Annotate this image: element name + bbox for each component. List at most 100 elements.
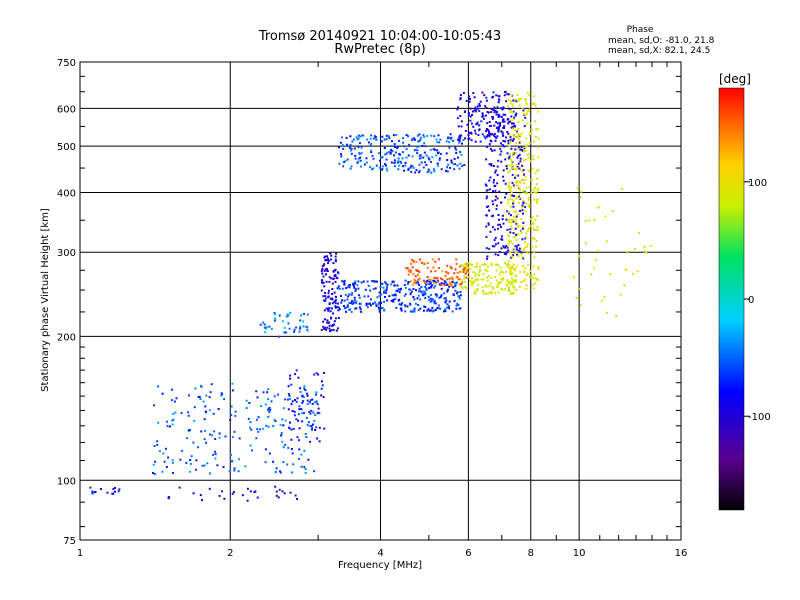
- echo-point: [513, 151, 516, 154]
- echo-point: [507, 260, 510, 263]
- echo-point: [534, 136, 537, 138]
- colorbar-gradient: [718, 87, 745, 511]
- echo-point: [500, 278, 503, 281]
- echo-point: [454, 163, 456, 166]
- echo-point: [321, 279, 324, 282]
- echo-point: [327, 307, 330, 310]
- echo-point: [449, 166, 451, 169]
- echo-point: [346, 305, 349, 308]
- echo-point: [436, 149, 439, 152]
- echo-point: [433, 135, 436, 138]
- echo-point: [428, 299, 431, 302]
- echo-point: [171, 399, 173, 402]
- echo-point: [332, 277, 335, 280]
- echo-point: [378, 291, 381, 294]
- echo-point: [518, 247, 521, 250]
- echo-point: [486, 134, 489, 137]
- echo-point: [474, 265, 477, 268]
- echo-point: [513, 135, 516, 138]
- echo-point: [537, 137, 540, 140]
- echo-point: [522, 201, 525, 204]
- echo-point: [515, 279, 518, 282]
- echo-point: [290, 403, 293, 406]
- echo-point: [604, 215, 607, 218]
- echo-point: [466, 123, 469, 126]
- echo-point: [502, 271, 505, 274]
- echo-point: [267, 425, 270, 428]
- echo-point: [490, 111, 493, 113]
- echo-point: [304, 468, 307, 471]
- echo-point: [407, 154, 410, 157]
- echo-point: [295, 418, 298, 421]
- echo-point: [289, 491, 292, 494]
- echo-point: [505, 100, 508, 103]
- echo-point: [512, 153, 515, 156]
- echo-point: [210, 383, 213, 386]
- echo-point: [307, 421, 310, 424]
- echo-point: [351, 291, 354, 294]
- echo-point: [452, 286, 455, 289]
- echo-point: [502, 245, 505, 248]
- echo-point: [388, 295, 391, 298]
- echo-point: [470, 122, 473, 125]
- echo-point: [359, 159, 362, 162]
- echo-point: [385, 152, 388, 155]
- echo-point: [231, 460, 234, 463]
- echo-point: [331, 302, 334, 305]
- echo-point: [458, 278, 461, 280]
- echo-point: [532, 140, 535, 143]
- y-tick-label: 400: [57, 188, 76, 199]
- echo-point: [334, 255, 337, 258]
- echo-point: [427, 168, 430, 171]
- echo-point: [505, 253, 508, 256]
- echo-point: [501, 218, 504, 221]
- echo-point: [512, 139, 514, 142]
- echo-point: [487, 222, 490, 225]
- echo-point: [513, 118, 516, 121]
- echo-point: [485, 214, 488, 217]
- echo-point: [223, 497, 226, 500]
- echo-point: [533, 256, 536, 259]
- echo-point: [404, 310, 407, 313]
- echo-point: [435, 138, 438, 141]
- colorbar-tick-label: 100: [748, 178, 767, 189]
- echo-point: [478, 109, 481, 112]
- echo-point: [522, 150, 525, 153]
- echo-point: [511, 111, 514, 114]
- echo-point: [422, 279, 425, 282]
- echo-point: [324, 255, 326, 258]
- echo-point: [433, 277, 436, 280]
- echo-point: [171, 459, 174, 462]
- echo-point: [330, 254, 333, 257]
- echo-point: [493, 111, 496, 114]
- echo-point: [359, 308, 362, 311]
- echo-point: [482, 286, 484, 289]
- echo-point: [492, 109, 495, 111]
- echo-point: [518, 250, 521, 253]
- echo-point: [321, 265, 324, 268]
- y-tick-label: 500: [57, 142, 76, 153]
- echo-point: [478, 124, 481, 127]
- echo-point: [518, 195, 521, 198]
- echo-point: [499, 266, 502, 269]
- echo-point: [411, 165, 414, 168]
- echo-point: [509, 120, 511, 123]
- echo-point: [344, 159, 347, 162]
- echo-point: [295, 400, 298, 403]
- echo-point: [279, 423, 282, 426]
- echo-point: [298, 408, 301, 411]
- echo-point: [331, 298, 334, 301]
- echo-point: [398, 139, 400, 142]
- echo-point: [469, 107, 472, 110]
- echo-point: [300, 465, 303, 468]
- echo-point: [448, 307, 451, 310]
- echo-point: [498, 99, 501, 102]
- echo-point: [400, 303, 403, 306]
- echo-point: [485, 189, 488, 192]
- echo-point: [383, 289, 386, 292]
- echo-point: [353, 286, 356, 289]
- echo-point: [433, 170, 436, 173]
- echo-point: [186, 437, 188, 440]
- echo-point: [504, 270, 507, 273]
- echo-point: [513, 124, 516, 127]
